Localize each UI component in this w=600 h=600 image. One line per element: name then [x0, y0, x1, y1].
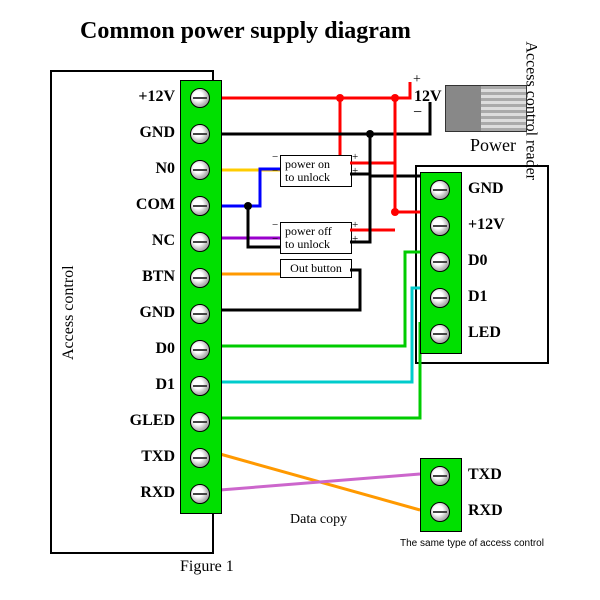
diagram-stage: Common power supply diagram Access contr…: [0, 0, 600, 600]
pin-label: BTN: [110, 268, 175, 286]
junction-dot: [366, 130, 374, 138]
junction-dot: [336, 94, 344, 102]
pin-label: D1: [468, 288, 533, 306]
svg-text:+: +: [352, 233, 358, 245]
wire: [350, 163, 420, 212]
pin-label: TXD: [468, 466, 533, 484]
wire: [220, 288, 420, 382]
wire: [220, 322, 420, 418]
svg-text:−: −: [272, 219, 278, 231]
pin-label: NC: [110, 232, 175, 250]
wire: [220, 270, 360, 310]
pin-label: GND: [468, 180, 533, 198]
pin-label: +12V: [110, 88, 175, 106]
wire: [220, 82, 410, 98]
junction-dot: [391, 94, 399, 102]
svg-text:−: −: [272, 233, 278, 245]
pin-label: D1: [110, 376, 175, 394]
wire: [220, 474, 420, 490]
pin-label: LED: [468, 324, 533, 342]
pin-label: COM: [110, 196, 175, 214]
wire: [220, 169, 280, 206]
pin-label: RXD: [468, 502, 533, 520]
junction-dot: [244, 202, 252, 210]
pin-label: +12V: [468, 216, 533, 234]
svg-text:+: +: [352, 165, 358, 177]
pin-label: TXD: [110, 448, 175, 466]
svg-text:+: +: [352, 151, 358, 163]
wire: [220, 102, 430, 134]
svg-text:−: −: [272, 165, 278, 177]
pin-label: RXD: [110, 484, 175, 502]
pin-label: GLED: [110, 412, 175, 430]
pin-label: N0: [110, 160, 175, 178]
svg-text:−: −: [272, 151, 278, 163]
wire: [220, 252, 420, 346]
pin-label: D0: [468, 252, 533, 270]
pin-label: D0: [110, 340, 175, 358]
junction-dot: [391, 208, 399, 216]
pin-label: GND: [110, 304, 175, 322]
pin-label: GND: [110, 124, 175, 142]
svg-text:+: +: [352, 219, 358, 231]
